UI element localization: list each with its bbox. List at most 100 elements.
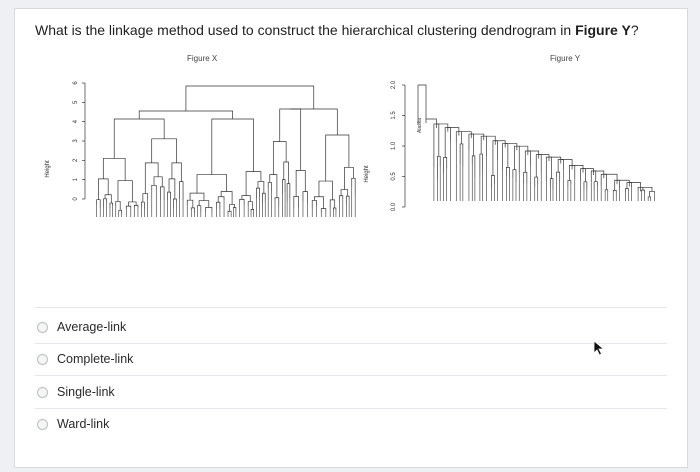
option-complete-link[interactable]: Complete-link — [37, 348, 133, 370]
y-tick-label: 0.0 — [391, 202, 397, 211]
option-label: Ward-link — [57, 417, 110, 431]
dendrogram-link — [612, 190, 617, 194]
y-tick-label: 0.5 — [391, 172, 397, 181]
dendrogram-link — [272, 141, 287, 175]
question-card: What is the linkage method used to const… — [14, 8, 688, 468]
option-ward-link[interactable]: Ward-link — [37, 413, 109, 435]
radio-single-link[interactable] — [37, 386, 48, 398]
dendrogram-link — [534, 176, 539, 188]
figure-y-dendrogram: 0.0 0.5 1.0 1.5 2.0 Height Alaska — [364, 80, 655, 211]
dendrogram-link — [436, 123, 449, 128]
dendrogram-link — [459, 143, 464, 167]
dendrogram-link — [190, 207, 195, 214]
radio-ward-link[interactable] — [37, 418, 48, 430]
figure-y-title: Figure Y — [550, 54, 581, 63]
dendrogram-link — [603, 173, 618, 181]
option-label: Average-link — [57, 320, 127, 334]
dendrogram-link — [640, 186, 653, 192]
dendrogram-link — [98, 178, 109, 200]
dendrogram-link — [527, 150, 540, 156]
y-tick-label: 1.5 — [391, 111, 397, 120]
dendrogram-link — [458, 131, 472, 136]
dendrogram-link — [502, 143, 509, 171]
question-suffix: ? — [630, 22, 639, 38]
dendrogram-link — [492, 140, 498, 176]
dendrogram-link — [109, 202, 113, 209]
dendrogram-link — [583, 181, 588, 191]
dendrogram-link — [279, 108, 302, 171]
dendrogram-link — [102, 158, 126, 181]
dendrogram-link — [151, 138, 177, 163]
dendrogram-link — [196, 174, 227, 194]
dendrogram-link — [241, 195, 251, 202]
dendrogram-link — [227, 210, 232, 213]
dendrogram-link — [538, 154, 550, 159]
dendrogram-link — [205, 207, 213, 213]
dendrogram-link — [198, 200, 210, 208]
dendrogram-link — [625, 187, 629, 194]
dendrogram-link — [282, 179, 286, 195]
y-tick-label: 6 — [73, 81, 79, 85]
dendrogram-link — [173, 198, 177, 208]
figure-x-title: Figure X — [187, 54, 218, 63]
y-tick-label: 2 — [73, 158, 79, 162]
dendrogram-link — [433, 123, 440, 167]
figure-x-dendrogram: 0 1 2 3 4 5 6 Height — [45, 81, 356, 217]
dendrogram-link — [640, 189, 645, 193]
dendrogram-link — [133, 204, 139, 209]
dendrogram-link — [217, 196, 225, 203]
dendrogram-link — [571, 165, 584, 170]
option-divider — [35, 307, 667, 308]
dendrogram-link — [593, 170, 605, 176]
dendrogram-link — [257, 181, 265, 194]
dendrogram-link — [351, 177, 356, 196]
radio-average-link[interactable] — [37, 321, 48, 333]
y-tick-label: 5 — [73, 100, 79, 104]
dendrogram-link — [216, 201, 221, 210]
dendrogram-link — [483, 135, 496, 141]
dendrogram-link — [494, 140, 506, 145]
dendrogram-link — [117, 180, 133, 202]
question-text: What is the linkage method used to const… — [35, 22, 639, 38]
dendrogram-link — [262, 192, 266, 205]
figure-y: Figure Y 0.0 0.5 1.0 1.5 2.0 Height Alaska — [360, 49, 670, 279]
dendrogram-link — [425, 118, 437, 124]
dendrogram-link — [115, 201, 121, 211]
dendrogram-link — [418, 84, 427, 119]
dendrogram-link — [444, 127, 451, 158]
dendrogram-link — [523, 171, 528, 184]
dendrogram-link — [295, 170, 306, 197]
dendrogram-link — [186, 199, 194, 208]
option-single-link[interactable]: Single-link — [37, 381, 115, 403]
dendrogram-link — [179, 181, 184, 201]
dendrogram-link — [647, 196, 652, 198]
y-tick-label: 1 — [73, 177, 79, 181]
dendrogram-link — [549, 178, 554, 191]
dendrogram-link — [616, 179, 630, 185]
dendrogram-link — [229, 204, 235, 212]
dendrogram-link — [491, 175, 495, 189]
dendrogram-link — [168, 178, 176, 199]
dendrogram-link — [345, 195, 350, 205]
dendrogram-link — [479, 153, 483, 177]
dendrogram-link — [470, 133, 485, 139]
dendrogram-link — [338, 195, 344, 202]
dendrogram-link — [290, 108, 338, 135]
y-axis-label: Height — [45, 160, 51, 178]
dendrogram-link — [443, 157, 448, 174]
radio-complete-link[interactable] — [37, 353, 48, 365]
dendrogram-link — [160, 186, 165, 201]
option-divider — [35, 408, 667, 409]
option-average-link[interactable]: Average-link — [37, 316, 126, 338]
dendrogram-link — [167, 191, 171, 201]
dendrogram-link — [125, 205, 132, 210]
dendrogram-link — [593, 181, 598, 190]
dendrogram-link — [325, 134, 350, 182]
dendrogram-link — [138, 110, 234, 119]
dendrogram-link — [250, 209, 254, 212]
dendrogram-link — [628, 182, 641, 188]
dendrogram-link — [649, 191, 655, 197]
dendrogram-link — [437, 155, 441, 180]
dendrogram-link — [151, 184, 157, 192]
dendrogram-link — [153, 176, 163, 187]
